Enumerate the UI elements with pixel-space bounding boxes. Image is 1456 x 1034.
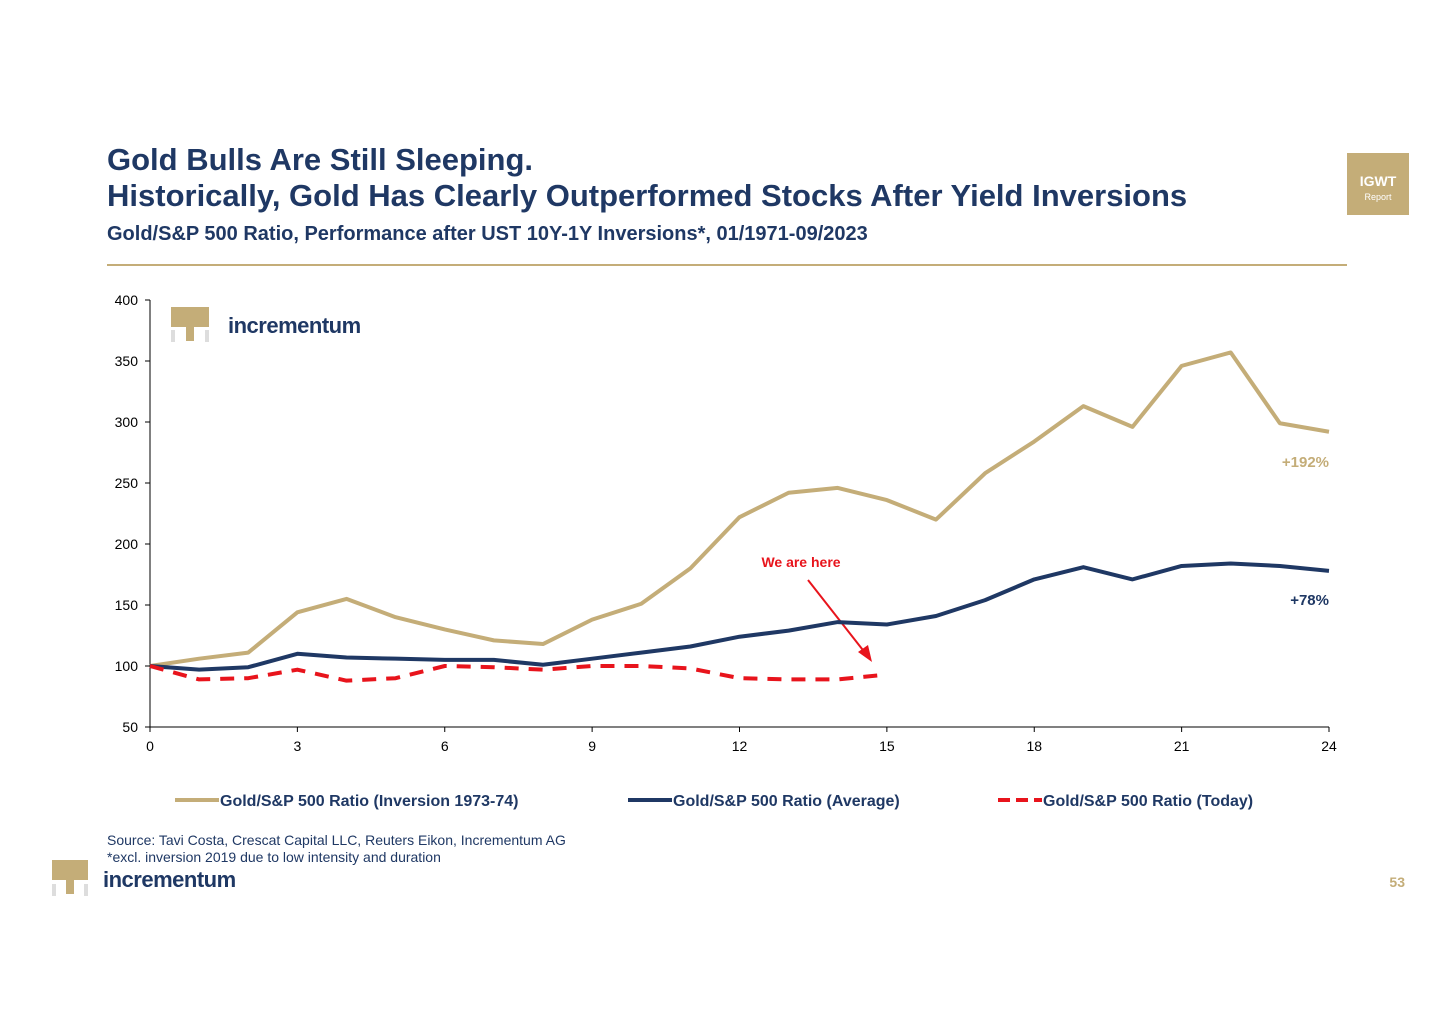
page-number: 53 — [1389, 874, 1405, 890]
arrow-head — [858, 645, 872, 662]
x-tick-label: 18 — [1026, 738, 1042, 754]
y-tick-label: 150 — [115, 597, 139, 613]
annotation: +192% — [1282, 454, 1329, 471]
chart-logo: incrementum — [228, 313, 361, 338]
x-tick-label: 24 — [1321, 738, 1337, 754]
badge-text: IGWT — [1360, 173, 1397, 189]
subtitle: Gold/S&P 500 Ratio, Performance after US… — [107, 223, 868, 245]
y-tick-label: 200 — [115, 536, 139, 552]
y-tick-label: 50 — [122, 719, 138, 735]
series-line — [149, 350, 1330, 668]
series-line — [149, 664, 888, 683]
y-tick-label: 350 — [115, 353, 139, 369]
badge — [1347, 153, 1409, 215]
chart-logo-icon — [171, 307, 209, 342]
x-tick-label: 6 — [441, 738, 449, 754]
x-tick-label: 9 — [588, 738, 596, 754]
logo: incrementum — [103, 867, 236, 892]
annotation: We are here — [761, 554, 840, 570]
series-line — [149, 561, 1330, 672]
x-tick-label: 15 — [879, 738, 895, 754]
y-tick-label: 250 — [115, 475, 139, 491]
y-tick-label: 100 — [115, 658, 139, 674]
note: *excl. inversion 2019 due to low intensi… — [107, 849, 441, 865]
logo-icon — [52, 860, 88, 896]
y-tick-label: 400 — [115, 292, 139, 308]
x-tick-label: 3 — [293, 738, 301, 754]
legend-label: Gold/S&P 500 Ratio (Today) — [1043, 793, 1253, 810]
badge-text: Report — [1364, 192, 1392, 202]
title: Gold Bulls Are Still Sleeping. — [107, 142, 533, 177]
legend-label: Gold/S&P 500 Ratio (Inversion 1973-74) — [220, 793, 518, 810]
x-tick-label: 12 — [732, 738, 748, 754]
source: Source: Tavi Costa, Crescat Capital LLC,… — [107, 832, 566, 848]
y-tick-label: 300 — [115, 414, 139, 430]
arrow — [807, 579, 867, 655]
x-tick-label: 21 — [1174, 738, 1190, 754]
title: Historically, Gold Has Clearly Outperfor… — [107, 178, 1187, 213]
annotation: +78% — [1290, 592, 1329, 609]
legend-label: Gold/S&P 500 Ratio (Average) — [673, 793, 900, 810]
x-tick-label: 0 — [146, 738, 154, 754]
